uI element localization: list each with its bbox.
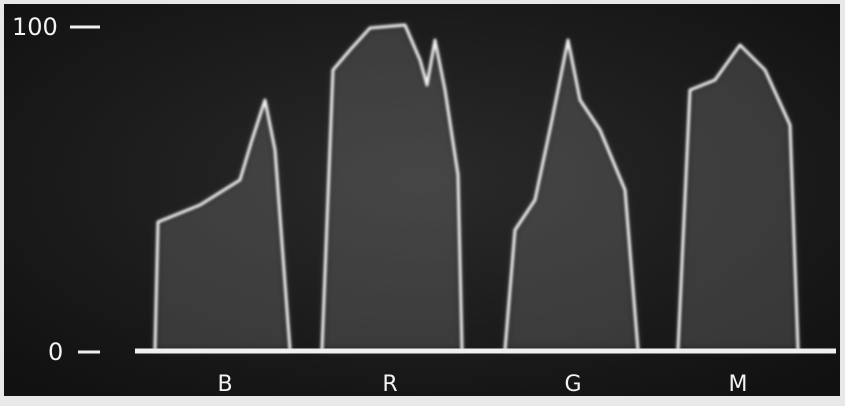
channel-label: M: [729, 372, 748, 397]
channel-label: B: [217, 372, 232, 397]
waveforms: [153, 23, 800, 351]
channel-label: G: [564, 372, 581, 397]
channel-label: R: [382, 372, 397, 397]
scale-bottom: 0: [48, 338, 63, 366]
scale-top: 100: [12, 13, 58, 41]
